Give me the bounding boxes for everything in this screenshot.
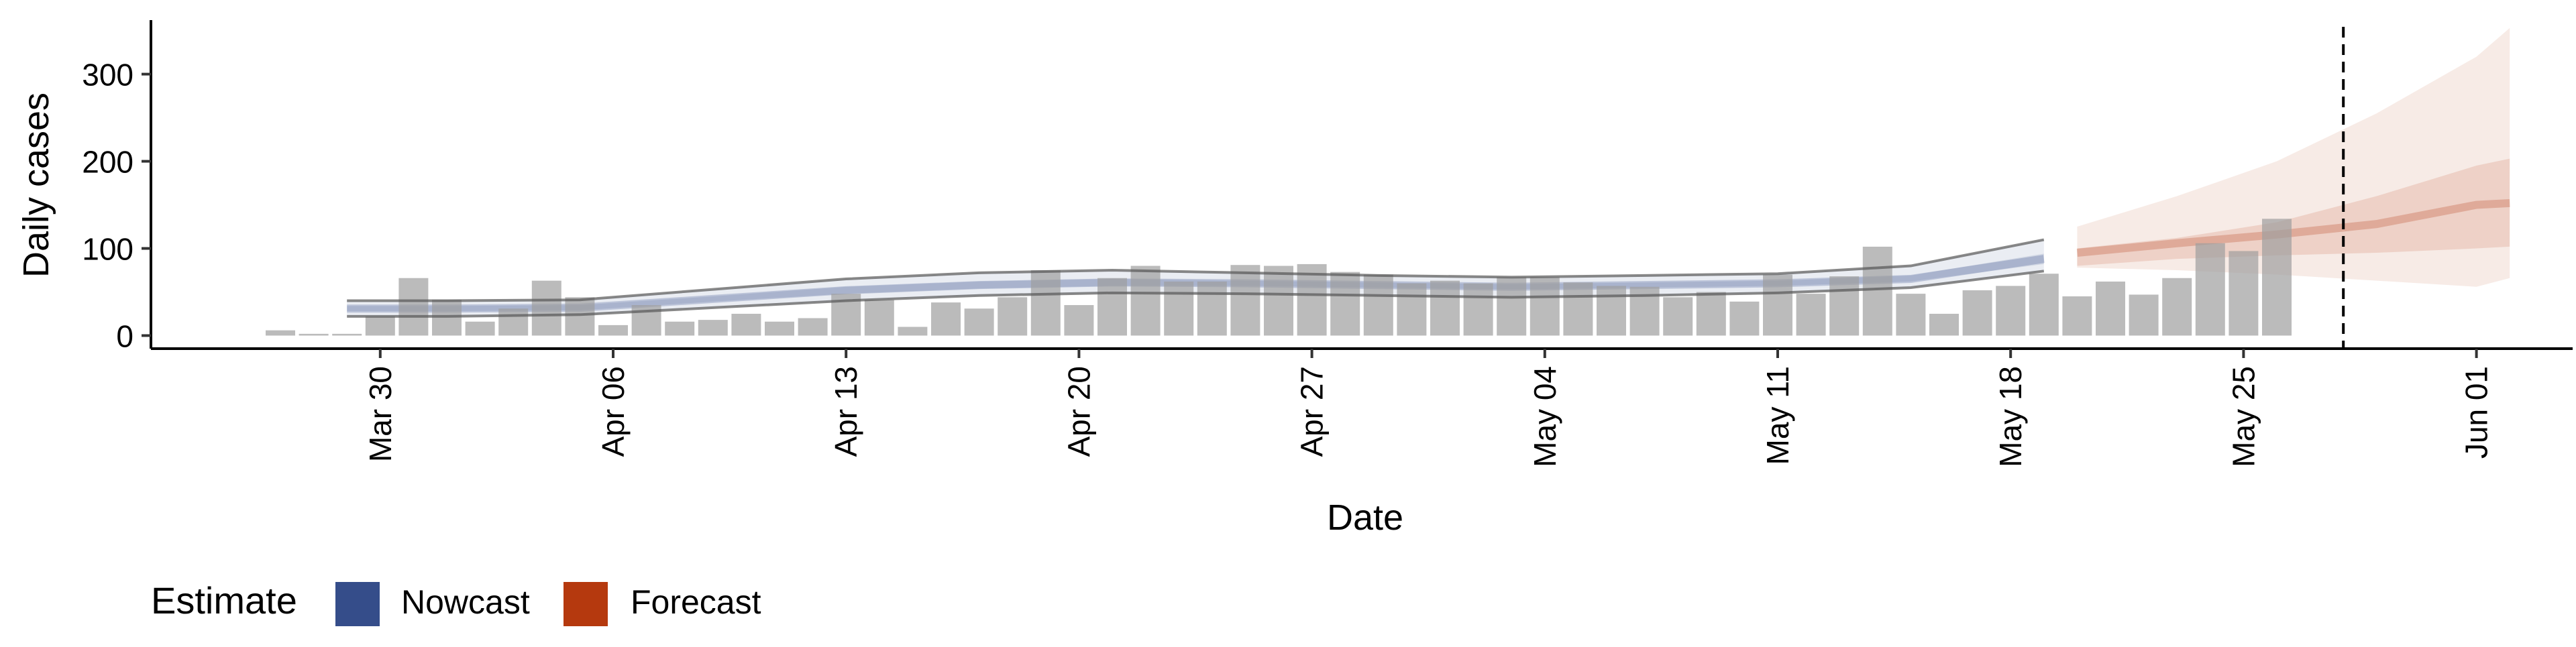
y-tick-label: 100 [82, 232, 133, 267]
legend-title: Estimate [151, 579, 297, 622]
bar [1197, 281, 1227, 336]
bar [1330, 272, 1360, 336]
legend-swatch-forecast [564, 582, 608, 626]
bar [2229, 251, 2259, 336]
bar [1796, 294, 1826, 336]
bar [1529, 277, 1560, 336]
bar [498, 308, 529, 336]
axes: 0 100 200 300 Mar 30 Apr 06 Apr 13 Apr 20 Apr 27… [82, 20, 2573, 467]
nowcast-lower-line [347, 270, 2045, 318]
x-tick-label: Apr 20 [1061, 366, 1096, 457]
bar [2195, 243, 2225, 336]
bar [1696, 292, 1726, 336]
legend: Estimate Nowcast Forecast [151, 579, 761, 626]
bar [898, 327, 928, 336]
bar [1663, 297, 1693, 336]
plot-area [266, 27, 2510, 349]
bar [2029, 274, 2059, 336]
x-tick-label: May 25 [2226, 366, 2261, 467]
bar [465, 321, 495, 336]
bar [2062, 296, 2092, 336]
bar [565, 297, 595, 336]
x-tick-label: Apr 06 [596, 366, 631, 457]
bar [998, 297, 1028, 336]
bar [1064, 305, 1094, 336]
bar [1996, 286, 2026, 336]
bar [531, 280, 561, 336]
bar [1563, 282, 1593, 336]
y-tick-label: 0 [116, 319, 133, 354]
bar [1896, 294, 1926, 336]
bar [2129, 294, 2159, 336]
bar [698, 320, 728, 336]
bar [1962, 290, 1992, 336]
bar [864, 300, 894, 336]
bar [1030, 270, 1061, 336]
bar [1763, 274, 1792, 336]
bar [1597, 286, 1626, 336]
x-tick-label: Mar 30 [363, 366, 398, 462]
x-tick-label: May 11 [1760, 366, 1795, 465]
x-tick-label: May 18 [1993, 366, 2028, 467]
ribbon-outer-nowcast [347, 239, 2044, 316]
x-tick-label: Apr 13 [828, 366, 863, 457]
bar [1829, 276, 1860, 336]
bar [1130, 266, 1161, 336]
bar [1097, 278, 1127, 336]
bar [1497, 277, 1527, 336]
bar [398, 278, 429, 336]
bar [1463, 283, 1493, 336]
bar [1397, 283, 1427, 336]
legend-label-forecast: Forecast [631, 583, 761, 621]
bar [2162, 278, 2192, 336]
ribbon-outer-forecast [2077, 27, 2510, 287]
x-tick-label: May 04 [1527, 366, 1562, 467]
x-tick-label: Jun 01 [2459, 366, 2494, 459]
bar [1264, 266, 1293, 336]
bar [1729, 301, 1760, 336]
bar [299, 333, 329, 336]
bar [1297, 263, 1327, 336]
x-tick-label: Apr 27 [1295, 366, 1330, 457]
legend-swatch-nowcast [335, 582, 380, 626]
bar [1363, 274, 1393, 336]
x-axis-title: Date [1327, 497, 1403, 538]
bar [765, 321, 794, 336]
bar [731, 314, 761, 336]
bar [332, 333, 362, 336]
ribbon-inner-nowcast [347, 253, 2044, 312]
bar [2262, 219, 2292, 336]
bar [2096, 281, 2125, 336]
bar [1430, 280, 1460, 336]
bar [1164, 281, 1194, 336]
bar [266, 330, 295, 336]
ribbon-inner-forecast [2077, 158, 2510, 266]
median-line-forecast [2076, 198, 2510, 257]
y-tick-label: 200 [82, 145, 133, 180]
nowcast-upper-line [347, 238, 2045, 302]
bar [1230, 265, 1260, 336]
bar [798, 318, 828, 336]
y-axis-title: Daily cases [16, 93, 56, 278]
legend-label-nowcast: Nowcast [401, 583, 530, 621]
bar [964, 308, 994, 336]
y-tick-label: 300 [82, 58, 133, 93]
bar [598, 325, 628, 336]
bar [1862, 246, 1892, 336]
bar [365, 316, 395, 336]
bar [665, 321, 695, 336]
bar [1929, 314, 1959, 336]
bar [931, 302, 961, 336]
